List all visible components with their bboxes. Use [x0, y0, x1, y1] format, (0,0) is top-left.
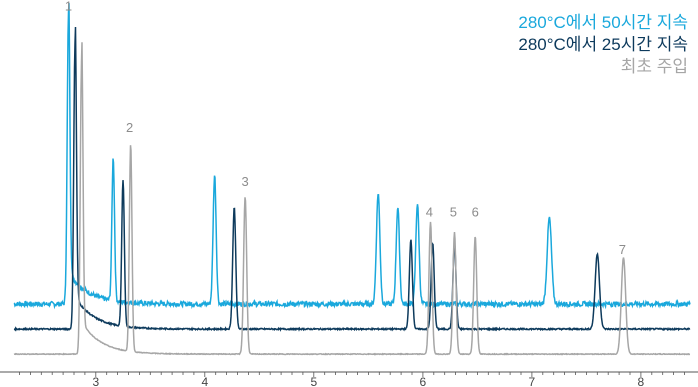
x-axis: 3 4 5 6 7 8 [0, 371, 698, 387]
x-tick-label-6: 6 [420, 375, 427, 387]
x-tick-label-3: 3 [92, 375, 99, 387]
legend-item-50h: 280°C에서 50시간 지속 [518, 13, 688, 32]
x-tick-label-8: 8 [638, 375, 645, 387]
legend-item-initial: 최초 주입 [620, 57, 688, 76]
legend-item-25h: 280°C에서 25시간 지속 [518, 35, 688, 54]
peak-label-7: 7 [619, 242, 626, 257]
x-tick-label-5: 5 [310, 375, 317, 387]
trace-initial [13, 42, 691, 356]
peak-labels: 1 2 3 4 5 6 7 [65, 0, 626, 257]
trace-25h [13, 27, 691, 332]
series-layer [13, 3, 691, 356]
peak-label-3: 3 [241, 174, 248, 189]
legend: 280°C에서 50시간 지속 280°C에서 25시간 지속 최초 주입 [518, 12, 688, 78]
peak-label-6: 6 [472, 204, 479, 219]
peak-label-5: 5 [450, 204, 457, 219]
peak-label-4: 4 [426, 204, 433, 219]
peak-label-1: 1 [65, 0, 72, 13]
peak-label-2: 2 [126, 120, 133, 135]
x-tick-label-7: 7 [529, 375, 536, 387]
x-tick-label-4: 4 [201, 375, 208, 387]
trace-50h [13, 3, 691, 310]
